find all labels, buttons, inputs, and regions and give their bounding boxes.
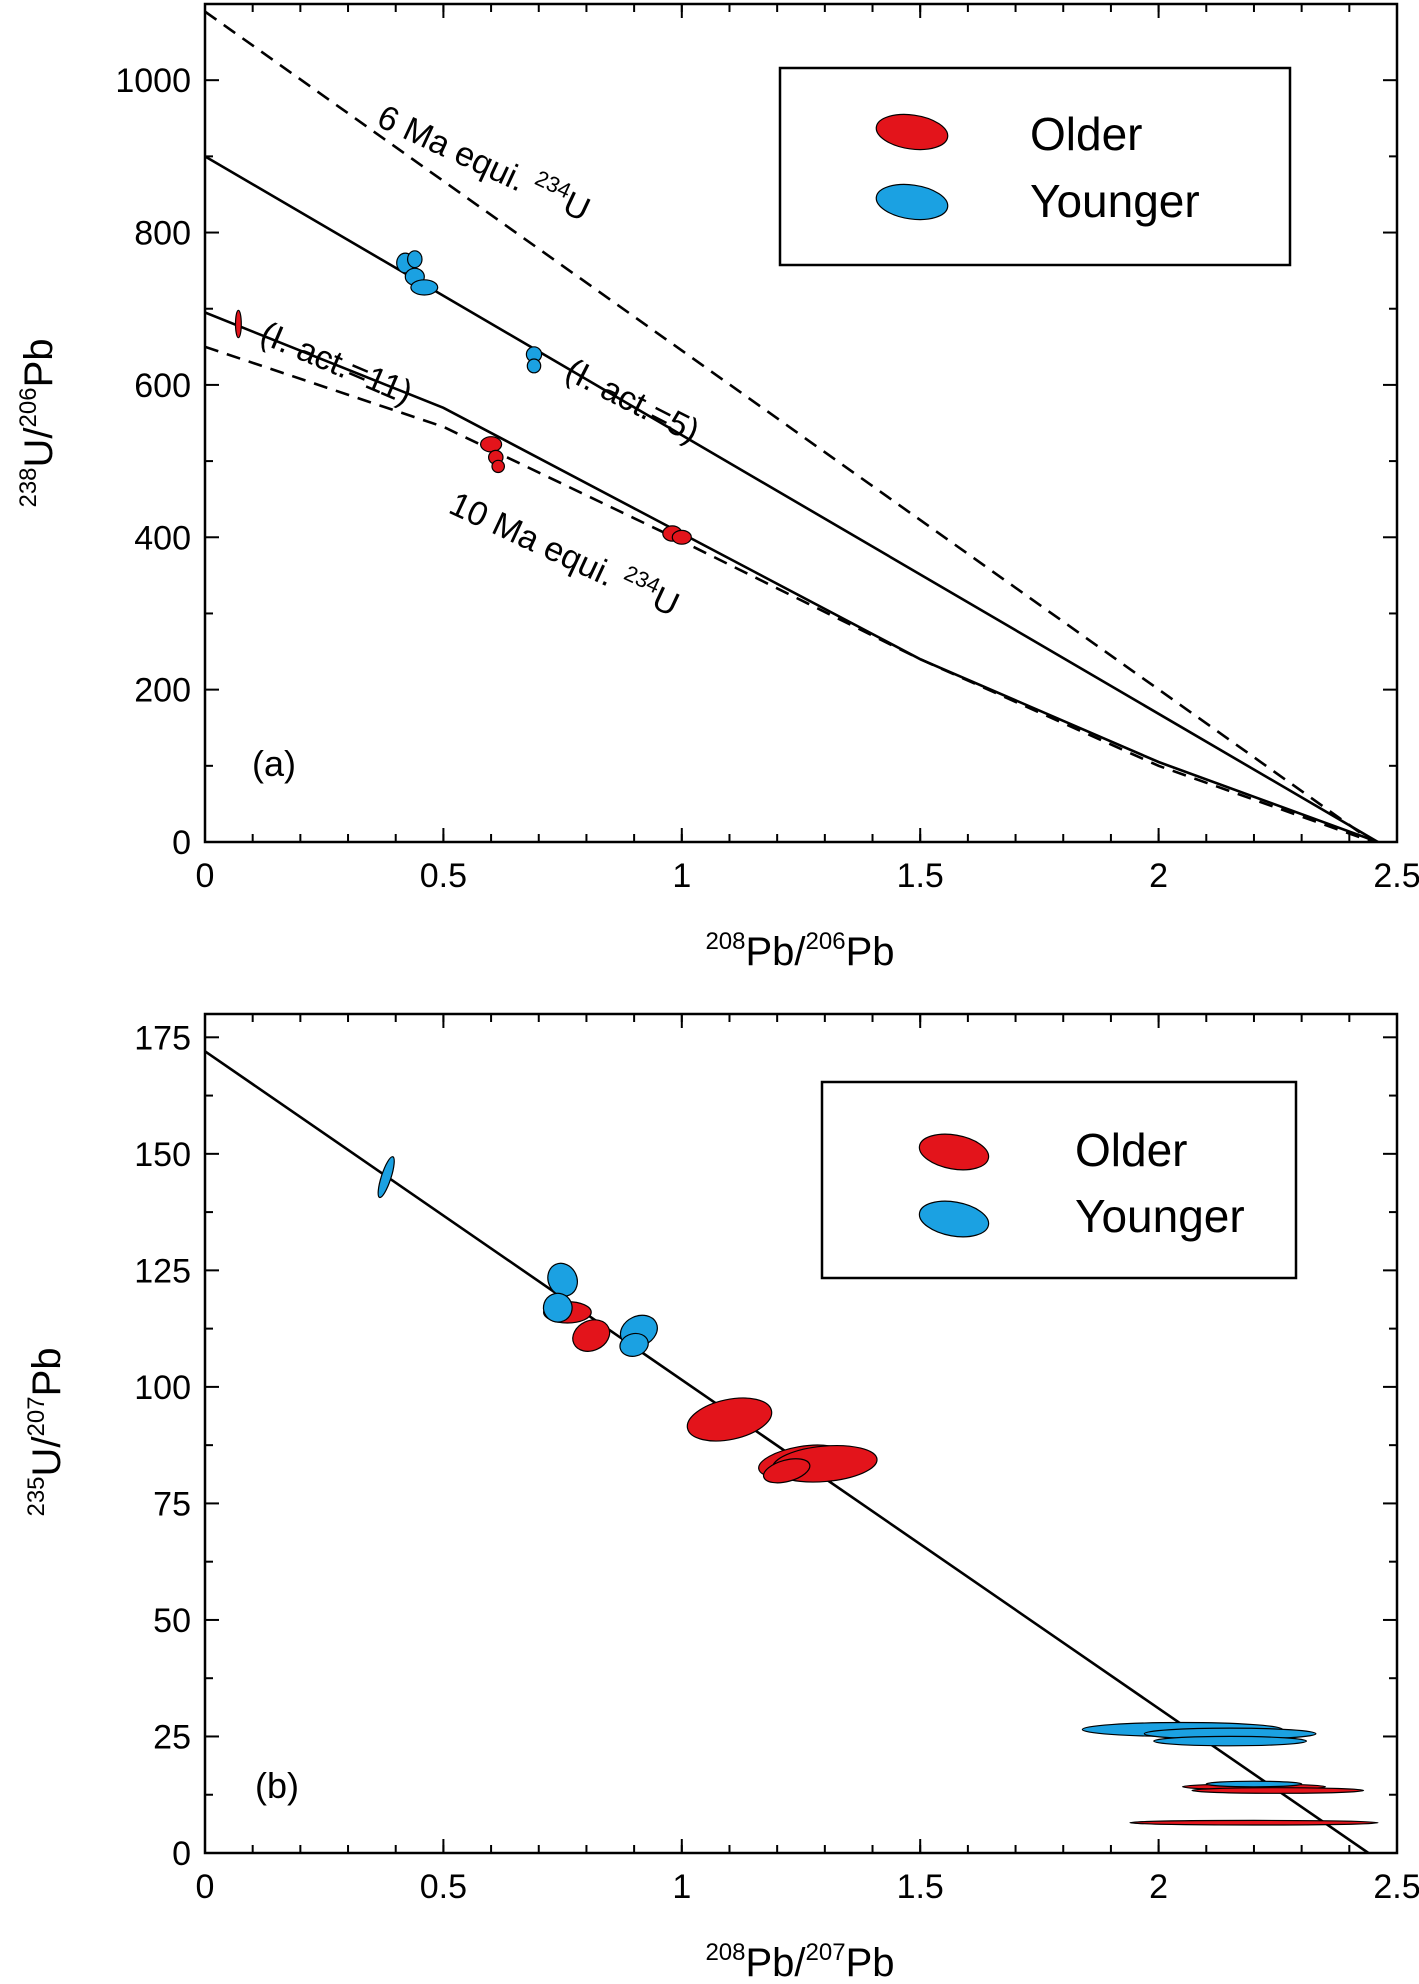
panel-a-older-point — [671, 529, 692, 545]
panel-b-younger-point — [377, 1156, 395, 1199]
panel-a-older-point — [491, 459, 505, 474]
panel-b-tag: (b) — [255, 1765, 299, 1806]
panel-b-older-point — [762, 1458, 811, 1484]
panel-a-younger-point — [406, 250, 423, 269]
panel-b-younger-point — [619, 1332, 649, 1357]
panel-b: 0 0.5 1 1.5 2 2.5 0 25 50 75 100 125 150 175 (b) 208P… — [23, 1012, 1419, 1984]
panel-b-younger-point — [547, 1262, 578, 1297]
panel-a-x-tick-label: 2.5 — [1373, 857, 1419, 895]
panel-a-ticks: 0 0.5 1 1.5 2 2.5 0 200 400 600 800 1000 — [115, 4, 1419, 895]
panel-a-legend-box — [778, 66, 1292, 267]
panel-a-x-axis-title: 208Pb/206Pb — [705, 928, 894, 974]
panel-a-line-6-ma-equiline — [205, 10, 1374, 842]
panel-b-younger-point — [1153, 1735, 1307, 1747]
label-6ma-equiline: 6 Ma equi. 234U — [372, 94, 598, 229]
panel-b-legend-younger-label: Younger — [1075, 1190, 1245, 1242]
panel-a-x-tick-label: 1.5 — [897, 857, 944, 895]
panel-b-y-tick-label: 75 — [153, 1485, 191, 1523]
panel-b-y-tick-label: 100 — [134, 1369, 191, 1407]
panel-a-x-tick-label: 2 — [1149, 857, 1168, 895]
panel-b-y-tick-label: 25 — [153, 1718, 191, 1756]
panel-b-legend: Older Younger — [820, 1080, 1298, 1280]
panel-a-older-point — [480, 436, 503, 453]
panel-a-older-point — [234, 309, 242, 339]
panel-b-frame — [203, 1012, 1399, 1855]
panel-b-y-axis-title: 235U/207Pb — [23, 1347, 69, 1516]
label-iact-5: (I. act.=5) — [559, 351, 705, 450]
panel-b-legend-younger-swatch — [918, 1200, 990, 1238]
panel-b-x-axis-title: 208Pb/207Pb — [705, 1939, 894, 1984]
panel-a-marks — [205, 10, 1379, 842]
panel-a-y-axis-title: 238U/206Pb — [15, 338, 61, 507]
panel-a-y-tick-label: 600 — [134, 367, 191, 405]
panel-a-younger-point — [410, 279, 439, 296]
panel-b-marks — [205, 1050, 1379, 1853]
panel-a-x-tick-label: 1 — [672, 857, 691, 895]
panel-b-y-tick-label: 175 — [134, 1019, 191, 1057]
panel-a-line-isochron-i-act-11 — [205, 311, 1379, 842]
panel-b-x-tick-label: 2.5 — [1373, 1868, 1419, 1906]
panel-b-legend-older-swatch — [918, 1133, 990, 1171]
panel-b-legend-older-label: Older — [1075, 1124, 1187, 1176]
panel-b-older-point — [572, 1319, 611, 1352]
panel-a-legend: Older Younger — [778, 66, 1292, 267]
panel-a-legend-younger-label: Younger — [1030, 175, 1200, 227]
panel-a-y-tick-label: 400 — [134, 519, 191, 557]
panel-a-x-tick-label: 0 — [196, 857, 215, 895]
panel-b-older-point — [1191, 1787, 1365, 1794]
panel-b-legend-box — [820, 1080, 1298, 1280]
panel-a: 0 0.5 1 1.5 2 2.5 0 200 400 600 800 1000 (a) 208Pb/… — [15, 2, 1419, 974]
panel-a-frame — [203, 2, 1399, 844]
panel-a-y-tick-label: 800 — [134, 215, 191, 253]
panel-a-tag: (a) — [252, 743, 296, 784]
panel-b-y-tick-label: 0 — [172, 1835, 191, 1873]
panel-a-line-10-ma-equiline — [205, 345, 1374, 842]
panel-b-x-tick-label: 2 — [1149, 1868, 1168, 1906]
panel-b-y-tick-label: 50 — [153, 1602, 191, 1640]
panel-b-x-tick-label: 0.5 — [420, 1868, 467, 1906]
panel-a-legend-younger-swatch — [875, 183, 949, 221]
panel-a-y-tick-label: 1000 — [115, 62, 191, 100]
panel-b-younger-point — [542, 1292, 573, 1323]
label-10ma-equiline: 10 Ma equi. 234U — [444, 481, 687, 624]
panel-b-older-point — [686, 1397, 773, 1442]
panel-a-x-tick-label: 0.5 — [420, 857, 467, 895]
panel-b-x-tick-label: 1.5 — [897, 1868, 944, 1906]
panel-b-younger-point — [1205, 1780, 1303, 1788]
panel-b-x-tick-label: 0 — [196, 1868, 215, 1906]
panel-a-legend-older-swatch — [875, 113, 949, 151]
panel-b-plot-area — [205, 1050, 1379, 1853]
panel-b-x-tick-label: 1 — [672, 1868, 691, 1906]
label-iact-11: (I. act.=11) — [255, 314, 418, 412]
panel-a-y-tick-label: 0 — [172, 824, 191, 862]
panel-a-y-tick-label: 200 — [134, 672, 191, 710]
panel-b-older-point — [1129, 1819, 1379, 1826]
panel-b-ticks: 0 0.5 1 1.5 2 2.5 0 25 50 75 100 125 150 175 — [134, 1014, 1419, 1906]
panel-b-y-tick-label: 150 — [134, 1136, 191, 1174]
panel-b-y-tick-label: 125 — [134, 1252, 191, 1290]
panel-a-legend-older-label: Older — [1030, 108, 1142, 160]
panel-a-plot-area — [205, 10, 1379, 842]
panel-a-younger-point — [526, 358, 542, 374]
